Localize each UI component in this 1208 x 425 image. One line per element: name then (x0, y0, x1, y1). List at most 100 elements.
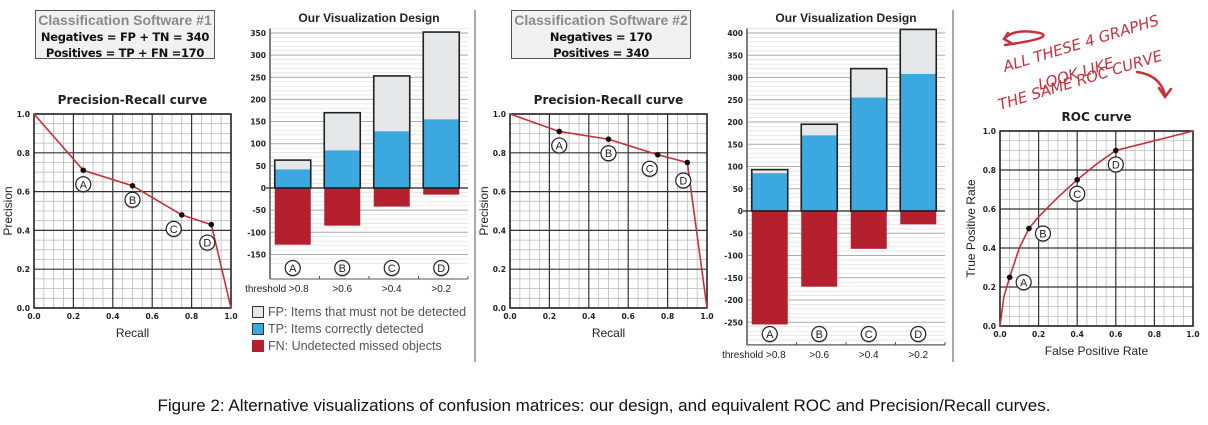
y-tick-label: 0.4 (493, 226, 506, 235)
y-tick-label: 350 (727, 51, 743, 60)
bar-fn (274, 188, 311, 245)
software-1-box: Classification Software #1 Negatives = F… (35, 10, 215, 60)
point-badge-d (1107, 156, 1124, 173)
bar-tp (373, 131, 410, 188)
y-tick-label: -100 (724, 252, 743, 261)
y-tick-label: -50 (729, 229, 743, 238)
data-point (129, 182, 136, 189)
point-badge-c (641, 160, 658, 177)
bar-fp (900, 29, 937, 74)
point-badge-c (383, 259, 400, 277)
arrow-down-head (1157, 86, 1173, 100)
point-label-c: C (865, 329, 873, 341)
point-label-c: C (1073, 189, 1081, 201)
point-badge-c (165, 220, 182, 237)
data-point (80, 167, 87, 174)
data-point (1006, 274, 1013, 281)
software-2-title: Classification Software #2 (514, 12, 688, 28)
legend-swatch-tp (252, 322, 264, 335)
y-tick-label: 50 (256, 162, 266, 171)
bar-fn (324, 188, 361, 226)
bar-fn (751, 211, 788, 325)
y-tick-label: -50 (252, 206, 266, 215)
y-tick-label: 100 (727, 163, 743, 172)
point-badge-a (761, 325, 778, 343)
software-1-positives: Positives = TP + FN =170 (45, 46, 205, 60)
y-tick-label: 150 (727, 140, 743, 149)
curve-line (509, 113, 708, 309)
data-point (1113, 147, 1119, 154)
y-tick-label: 0.8 (983, 166, 996, 175)
point-badge-b (600, 145, 617, 162)
bar-tp (324, 150, 361, 188)
bar-tp (801, 135, 838, 211)
x-tick-label: 0.8 (1148, 330, 1161, 339)
point-badge-a (551, 137, 568, 154)
point-label-d: D (1112, 160, 1120, 172)
x-tick-label: 0.6 (146, 312, 159, 321)
y-tick-label: 400 (727, 29, 743, 38)
x-tick-label: >0.4 (382, 284, 402, 295)
point-label-b: B (816, 329, 823, 341)
data-point (178, 212, 185, 218)
point-badge-d (199, 234, 216, 251)
y-tick-label: 0.2 (493, 265, 506, 274)
x-axis-label: Recall (116, 326, 149, 340)
x-tick-label: threshold >0.8 (245, 284, 309, 295)
point-label-b: B (339, 263, 346, 275)
y-tick-label: 1.0 (17, 110, 30, 119)
x-tick-label: 0.8 (185, 312, 198, 321)
y-tick-label: 0.4 (983, 244, 996, 253)
y-tick-label: -100 (247, 228, 266, 237)
plot-frame (33, 113, 232, 309)
point-badge-b (334, 259, 351, 277)
y-tick-label: 0.6 (17, 188, 30, 197)
y-tick-label: -150 (247, 250, 266, 259)
y-tick-label: 0.8 (493, 149, 506, 158)
point-badge-d (675, 172, 692, 189)
point-label-a: A (80, 179, 88, 191)
point-badge-a (1015, 274, 1032, 291)
y-tick-label: 50 (733, 185, 743, 194)
bar-fp (751, 169, 788, 174)
chart-title: ROC curve (1062, 110, 1132, 124)
data-point (1026, 225, 1032, 232)
chart-title: Our Visualization Design (775, 11, 916, 25)
y-tick-label: 0.6 (493, 188, 506, 197)
x-tick-label: 1.0 (700, 312, 713, 321)
y-tick-label: 0.4 (17, 226, 30, 235)
bar-fn (900, 211, 937, 225)
arrow-left-head (1002, 31, 1013, 45)
software-2-box: Classification Software #2 Negatives = 1… (511, 10, 691, 60)
legend-label-fp: FP: Items that must not be detected (268, 304, 467, 319)
point-label-d: D (437, 263, 445, 275)
y-axis-label: True Positive Rate (964, 179, 978, 278)
legend-swatch-fp (252, 305, 264, 318)
point-label-a: A (766, 329, 774, 341)
bar-tp (751, 173, 788, 211)
y-tick-label: 0.6 (983, 205, 996, 214)
x-tick-label: 0.2 (1032, 330, 1045, 339)
bar-fp (850, 68, 887, 98)
y-tick-label: 1.0 (983, 127, 996, 136)
point-label-c: C (170, 224, 178, 236)
x-tick-label: 0.6 (622, 312, 635, 321)
y-tick-label: 1.0 (493, 110, 506, 119)
bar-fp (274, 160, 311, 170)
legend-item-fp: FP: Items that must not be detected (252, 303, 466, 320)
y-axis-label: Precision (1, 186, 15, 235)
x-axis-label: False Positive Rate (1045, 344, 1149, 358)
bar-fp (324, 112, 361, 151)
x-tick-label: 0.2 (543, 312, 556, 321)
bar-fn (373, 188, 410, 207)
bar-fn (423, 188, 460, 195)
y-tick-label: 250 (250, 73, 266, 82)
curve-line (33, 113, 232, 309)
y-tick-label: 0.2 (17, 265, 30, 274)
x-tick-label: 0.4 (106, 312, 119, 321)
x-tick-label: 0.2 (67, 312, 80, 321)
bar-fp (373, 75, 410, 132)
y-tick-label: 300 (727, 74, 743, 83)
x-tick-label: threshold >0.8 (722, 350, 786, 361)
y-tick-label: 200 (727, 118, 743, 127)
